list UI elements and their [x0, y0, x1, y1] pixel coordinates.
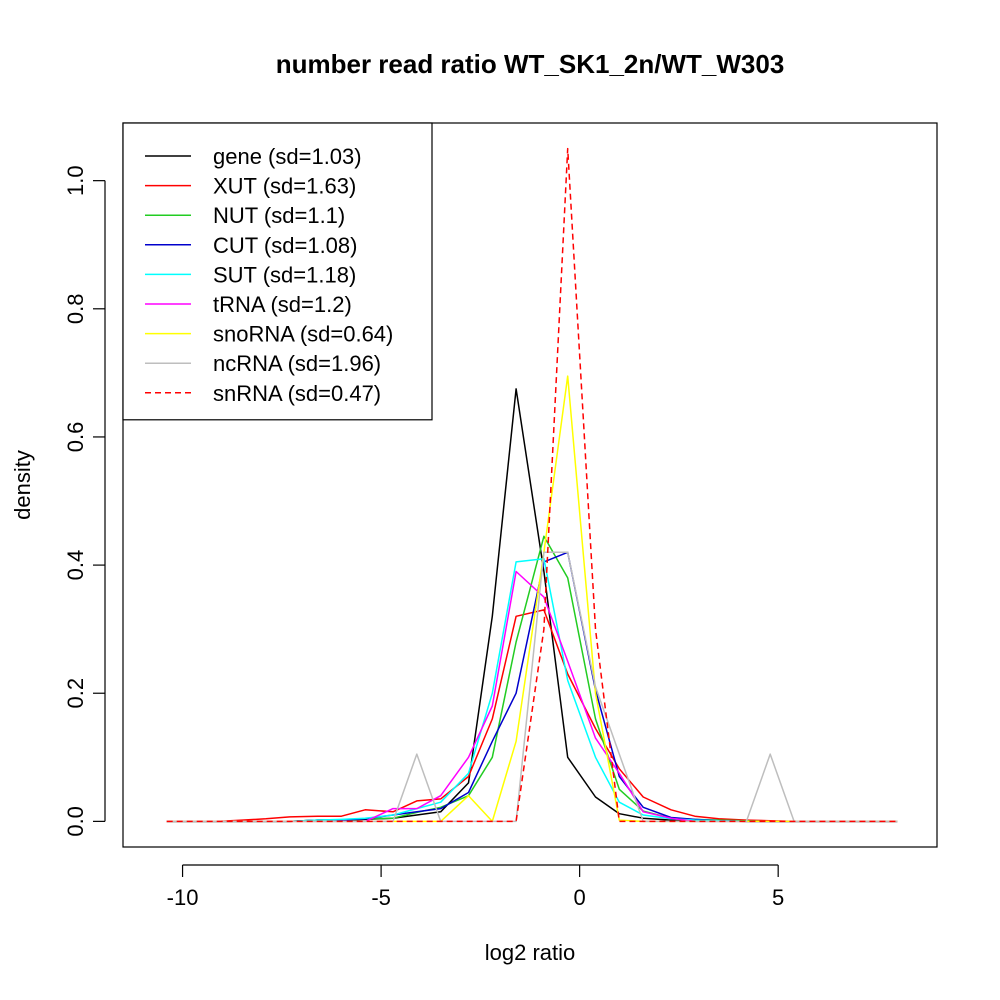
legend-entry: snRNA (sd=0.47)	[213, 381, 381, 406]
y-tick-label: 0.2	[63, 678, 88, 709]
y-tick-label: 0.0	[63, 806, 88, 837]
series-line-8	[166, 147, 898, 823]
legend-entry: snoRNA (sd=0.64)	[213, 322, 393, 347]
y-tick-label: 0.6	[63, 422, 88, 453]
legend-entry: gene (sd=1.03)	[213, 144, 362, 169]
plot-frame	[122, 122, 938, 848]
legend: gene (sd=1.03) XUT (sd=1.63) NUT (sd=1.1) C…	[122, 122, 433, 421]
legend-entry: tRNA (sd=1.2)	[213, 292, 352, 317]
legend-entry: ncRNA (sd=1.96)	[213, 351, 381, 376]
y-tick-label: 0.8	[63, 294, 88, 325]
chart-title: number read ratio WT_SK1_2n/WT_W303	[276, 49, 785, 79]
x-tick-label: -10	[167, 885, 199, 910]
x-tick-label: -5	[371, 885, 391, 910]
legend-entry: CUT (sd=1.08)	[213, 233, 357, 258]
y-tick-label: 1.0	[63, 165, 88, 196]
x-axis: -10 -5 0 5	[167, 864, 784, 910]
legend-entry: SUT (sd=1.18)	[213, 262, 356, 287]
x-axis-label: log2 ratio	[485, 940, 576, 965]
x-tick-label: 5	[772, 885, 784, 910]
plot-series	[166, 147, 898, 823]
y-axis: 0.0 0.2 0.4 0.6 0.8 1.0	[63, 165, 106, 837]
y-tick-label: 0.4	[63, 550, 88, 581]
x-tick-label: 0	[574, 885, 586, 910]
series-line-7	[166, 551, 898, 823]
legend-box	[122, 122, 433, 421]
legend-entry: XUT (sd=1.63)	[213, 174, 356, 199]
legend-entry: NUT (sd=1.1)	[213, 203, 345, 228]
y-axis-label: density	[10, 450, 35, 520]
